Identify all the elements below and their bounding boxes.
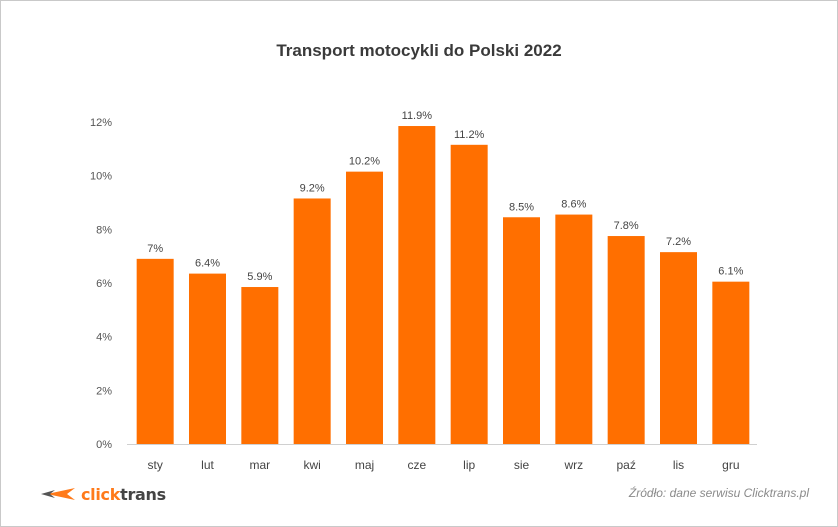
x-tick-label: kwi bbox=[303, 458, 320, 472]
y-tick-label: 12% bbox=[90, 117, 112, 129]
x-tick-label: lis bbox=[673, 458, 684, 472]
x-tick-label: gru bbox=[722, 458, 739, 472]
y-tick-label: 0% bbox=[96, 439, 112, 451]
x-tick-label: paź bbox=[616, 458, 635, 472]
x-tick-label: maj bbox=[355, 458, 374, 472]
y-tick-label: 2% bbox=[96, 385, 112, 397]
data-label: 8.6% bbox=[561, 199, 586, 211]
y-tick-label: 4% bbox=[96, 332, 112, 344]
bar-sie bbox=[503, 217, 540, 444]
bar-kwi bbox=[293, 198, 331, 444]
y-tick-label: 6% bbox=[96, 278, 112, 290]
x-tick-label: lip bbox=[463, 458, 475, 472]
source-note: Źródło: dane serwisu Clicktrans.pl bbox=[628, 486, 809, 500]
logo-part-click: click bbox=[81, 484, 121, 504]
data-label: 7% bbox=[147, 243, 163, 255]
x-tick-label: sie bbox=[514, 458, 530, 472]
chart-title: Transport motocykli do Polski 2022 bbox=[276, 41, 562, 60]
data-label: 6.4% bbox=[195, 258, 220, 270]
data-label: 7.2% bbox=[666, 236, 691, 248]
data-label: 8.5% bbox=[509, 201, 534, 213]
bar-wrz bbox=[555, 214, 593, 444]
x-tick-label: sty bbox=[147, 458, 162, 472]
data-label: 9.2% bbox=[300, 182, 325, 194]
data-label: 11.9% bbox=[402, 110, 433, 122]
logo-wordmark: clicktrans bbox=[81, 485, 166, 504]
bar-chart: 0% 2% 4% 6% 8% 10% 12% 7% sty 6.4% lut 5.9% mar 9.2% k… bbox=[90, 110, 757, 472]
bar-gru bbox=[712, 281, 750, 444]
x-tick-label: cze bbox=[407, 458, 426, 472]
data-label: 6.1% bbox=[718, 266, 743, 278]
data-label: 11.2% bbox=[454, 129, 485, 141]
chevron-swoosh-icon bbox=[41, 488, 75, 500]
bar-mar bbox=[241, 287, 279, 444]
logo-part-trans: trans bbox=[120, 484, 166, 504]
x-tick-label: mar bbox=[249, 458, 270, 472]
y-tick-label: 8% bbox=[96, 224, 112, 236]
x-tick-label: lut bbox=[201, 458, 214, 472]
clicktrans-logo: clicktrans bbox=[41, 483, 166, 505]
bar-sty bbox=[136, 258, 174, 444]
data-label: 10.2% bbox=[349, 156, 380, 168]
bar-paź bbox=[607, 236, 645, 444]
bar-cze bbox=[398, 126, 436, 445]
bar-lip bbox=[450, 144, 488, 444]
bar-maj bbox=[346, 171, 383, 444]
bar-lut bbox=[189, 273, 226, 444]
bar-lis bbox=[660, 252, 697, 444]
x-tick-label: wrz bbox=[563, 458, 583, 472]
y-tick-label: 10% bbox=[90, 171, 112, 183]
data-label: 5.9% bbox=[247, 271, 272, 283]
data-label: 7.8% bbox=[614, 220, 639, 232]
